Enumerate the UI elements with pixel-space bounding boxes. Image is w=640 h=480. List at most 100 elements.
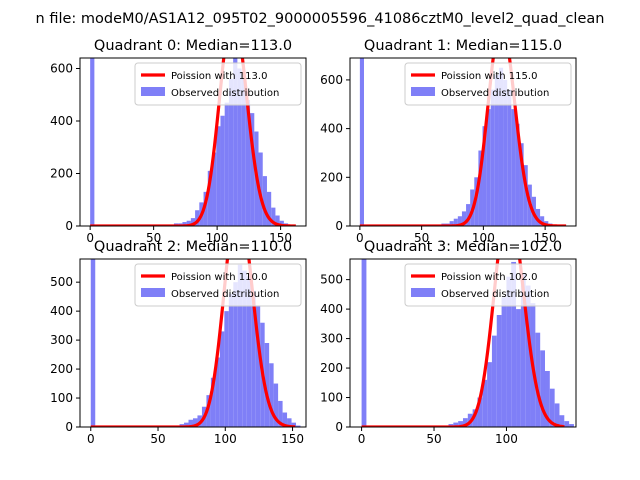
axes-frame — [79, 258, 307, 428]
subplot-quadrant-2: 0 50 100 150 0 100 200 300 400 500 Quadrant 2: Med… — [50, 239, 307, 446]
histogram-bar — [535, 208, 541, 226]
histogram-bar — [501, 297, 507, 427]
histogram-bar — [203, 191, 208, 226]
y-tick-label: 0 — [65, 420, 73, 434]
histogram-bar — [219, 331, 225, 427]
histogram-bar — [554, 403, 560, 427]
histogram-bar — [458, 421, 463, 427]
x-tick-label: 0 — [356, 231, 364, 245]
histogram-bar — [453, 218, 458, 226]
y-tick-label: 400 — [320, 122, 343, 136]
histogram-bar — [237, 264, 243, 427]
x-tick-label: 100 — [472, 231, 495, 245]
histogram-bar — [262, 176, 267, 226]
histogram-bar — [228, 293, 234, 427]
histogram-bar — [523, 165, 528, 226]
histogram-bar — [511, 109, 516, 226]
subplot-title: Quadrant 2: Median=110.0 — [94, 239, 292, 255]
legend-box — [404, 263, 572, 307]
histogram-bar — [210, 377, 216, 427]
histogram-bar — [220, 115, 225, 226]
histogram-bar — [242, 270, 247, 427]
histogram-bar — [519, 143, 524, 226]
histogram-bar — [190, 218, 196, 226]
histogram-bar — [296, 425, 301, 427]
legend-bar-swatch — [141, 288, 165, 297]
legend: Poission with 115.0 Observed distribution — [404, 62, 572, 106]
poisson-line — [361, 259, 565, 427]
subplot-title: Quadrant 3: Median=102.0 — [364, 239, 562, 255]
histogram-bar — [206, 395, 211, 427]
y-tick-label: 100 — [320, 391, 343, 405]
legend-label: Observed distribution — [171, 88, 279, 99]
legend-label: Observed distribution — [171, 289, 279, 300]
histogram-bar — [246, 276, 252, 427]
y-tick-label: 300 — [320, 332, 343, 346]
x-tick-label: 0 — [87, 432, 95, 446]
x-tick-label: 0 — [86, 231, 94, 245]
legend-label: Poission with 110.0 — [171, 272, 267, 283]
histogram-bar — [478, 150, 483, 226]
histogram-bar — [487, 362, 492, 427]
histogram-bar — [482, 379, 488, 427]
histogram-bar — [264, 343, 270, 427]
axes-frame — [79, 57, 307, 227]
subplot-quadrant-0: 0 50 100 150 0 200 400 600 Quadrant 0: Median=11… — [50, 38, 307, 245]
y-tick-label: 0 — [335, 420, 343, 434]
histogram-bar — [186, 220, 191, 226]
histogram-bar — [507, 89, 512, 226]
legend-label: Poission with 102.0 — [441, 272, 537, 283]
histogram-bar — [287, 418, 292, 427]
histogram-bar — [182, 222, 187, 226]
histogram-bar — [472, 409, 478, 427]
histogram-bar — [251, 290, 256, 427]
y-tick-label: 600 — [320, 73, 343, 87]
histogram-bar-zero — [359, 58, 364, 226]
x-tick-label: 150 — [281, 432, 304, 446]
histogram-bar — [228, 79, 234, 226]
histogram-bar — [255, 305, 261, 427]
histogram-bar — [250, 113, 255, 226]
x-tick-label: 50 — [426, 432, 441, 446]
x-tick-label: 150 — [269, 231, 292, 245]
poisson-line — [359, 58, 567, 226]
histogram-bar — [271, 207, 276, 226]
histogram-bar — [453, 422, 459, 427]
histogram-bar — [279, 220, 284, 226]
x-tick-label: 100 — [495, 432, 518, 446]
y-tick-label: 200 — [320, 170, 343, 184]
histogram-bar — [498, 67, 504, 226]
legend-label: Poission with 115.0 — [441, 71, 537, 82]
histogram-bar — [237, 68, 242, 226]
histogram-bar — [224, 102, 229, 226]
legend: Poission with 110.0 Observed distribution — [134, 263, 302, 307]
histogram-bar — [491, 335, 497, 427]
histogram-bar — [494, 75, 499, 226]
histogram-bar — [503, 79, 508, 226]
histogram-bar — [515, 123, 520, 226]
legend-label: Poission with 113.0 — [171, 71, 267, 82]
y-tick-label: 200 — [50, 362, 73, 376]
histogram-bar — [184, 422, 189, 427]
histogram-bar — [192, 418, 198, 427]
y-tick-label: 0 — [65, 219, 73, 233]
legend-bar-swatch — [411, 288, 435, 297]
y-tick-label: 600 — [50, 62, 73, 76]
histogram-bar — [525, 285, 531, 427]
legend: Poission with 113.0 Observed distribution — [134, 62, 302, 106]
histogram-bar — [511, 261, 517, 427]
histogram-bar — [549, 388, 555, 427]
histogram-bar — [282, 412, 288, 427]
subplot-title: Quadrant 1: Median=115.0 — [364, 38, 562, 54]
y-tick-label: 200 — [50, 167, 73, 181]
plot-area — [90, 259, 301, 427]
legend-label: Observed distribution — [441, 289, 549, 300]
histogram-bar — [188, 419, 193, 427]
histogram-bar — [564, 421, 570, 427]
histogram-bar — [216, 126, 221, 226]
plot-area — [359, 58, 567, 226]
x-tick-label: 0 — [358, 432, 366, 446]
legend-box — [404, 62, 572, 106]
y-tick-label: 400 — [50, 304, 73, 318]
x-tick-label: 50 — [150, 432, 165, 446]
